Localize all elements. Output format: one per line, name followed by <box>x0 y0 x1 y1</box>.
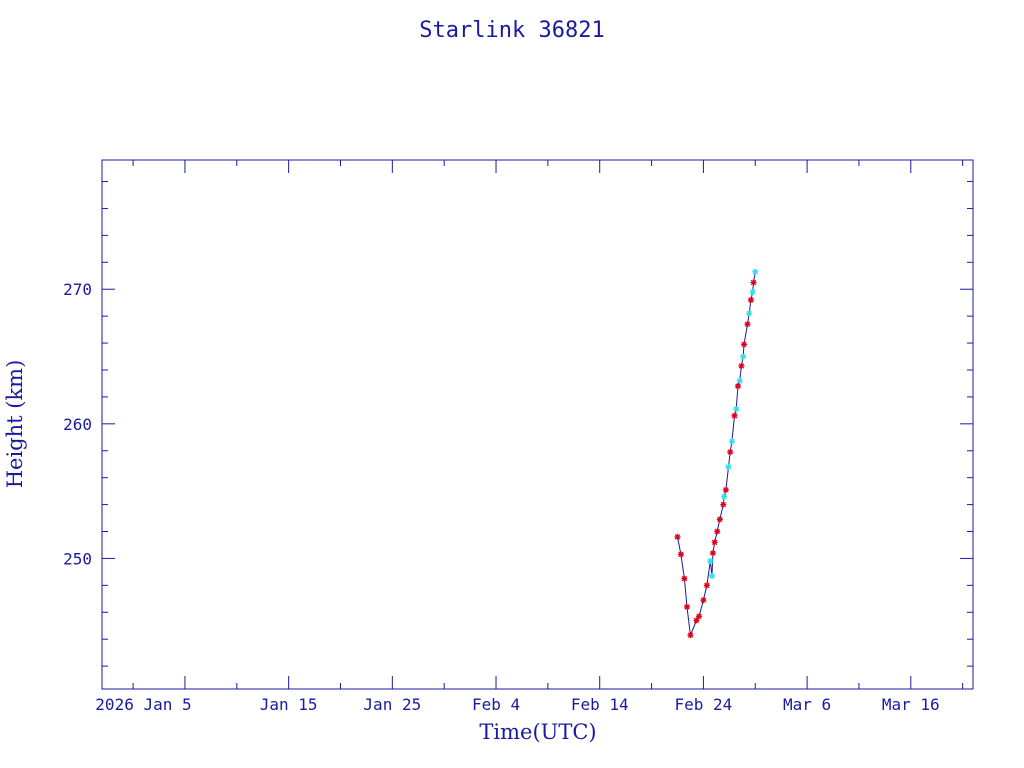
red-data-point <box>731 412 738 419</box>
x-tick-label: Mar 16 <box>882 695 940 714</box>
data-point-markers <box>674 268 759 639</box>
x-axis-tick-labels: 2026 Jan 5 Jan 15 Jan 25 Feb 4 Feb 14 Feb 24 M… <box>95 695 939 714</box>
red-data-point <box>750 279 757 286</box>
red-data-point <box>687 632 694 639</box>
red-data-point <box>727 449 734 456</box>
red-data-point <box>747 296 754 303</box>
red-data-point <box>693 617 700 624</box>
x-axis-label: Time(UTC) <box>479 720 596 744</box>
red-data-point <box>716 516 723 523</box>
cyan-data-point <box>740 353 747 360</box>
cyan-data-point <box>707 558 714 565</box>
y-axis-tick-labels: 250 260 270 <box>63 280 92 568</box>
height-series-line <box>677 271 756 638</box>
y-tick-label: 260 <box>63 415 92 434</box>
red-data-point <box>700 597 707 604</box>
cyan-data-point <box>725 463 732 470</box>
red-data-point <box>720 501 727 508</box>
x-tick-label: Jan 25 <box>363 695 421 714</box>
red-data-point <box>683 603 690 610</box>
red-data-point <box>677 551 684 558</box>
cyan-data-point <box>752 268 759 275</box>
y-axis-ticks <box>102 181 973 667</box>
red-data-point <box>744 321 751 328</box>
cyan-data-point <box>736 377 743 384</box>
chart-title: Starlink 36821 <box>419 18 604 43</box>
red-data-point <box>711 539 718 546</box>
x-tick-label: Feb 4 <box>472 695 520 714</box>
cyan-data-point <box>709 572 716 579</box>
red-data-point <box>738 362 745 369</box>
red-data-point <box>722 486 729 493</box>
y-axis-label: Height (km) <box>3 360 27 489</box>
plot-frame <box>101 159 974 690</box>
x-tick-label: Jan 15 <box>260 695 318 714</box>
x-tick-label: Feb 14 <box>571 695 629 714</box>
cyan-data-point <box>733 406 740 413</box>
red-data-point <box>703 582 710 589</box>
red-data-point <box>709 550 716 557</box>
red-data-point <box>696 613 703 620</box>
red-data-point <box>681 575 688 582</box>
x-tick-label: Feb 24 <box>675 695 733 714</box>
cyan-data-point <box>749 288 756 295</box>
y-tick-label: 250 <box>63 549 92 568</box>
red-data-point <box>734 383 741 390</box>
red-data-point <box>714 528 721 535</box>
red-data-point <box>674 533 681 540</box>
cyan-data-point <box>728 438 735 445</box>
x-tick-label: 2026 Jan 5 <box>95 695 191 714</box>
cyan-data-point <box>721 493 728 500</box>
x-axis-ticks <box>132 160 964 689</box>
cyan-data-point <box>746 310 753 317</box>
x-tick-label: Mar 6 <box>783 695 831 714</box>
y-tick-label: 270 <box>63 280 92 299</box>
red-data-point <box>741 341 748 348</box>
